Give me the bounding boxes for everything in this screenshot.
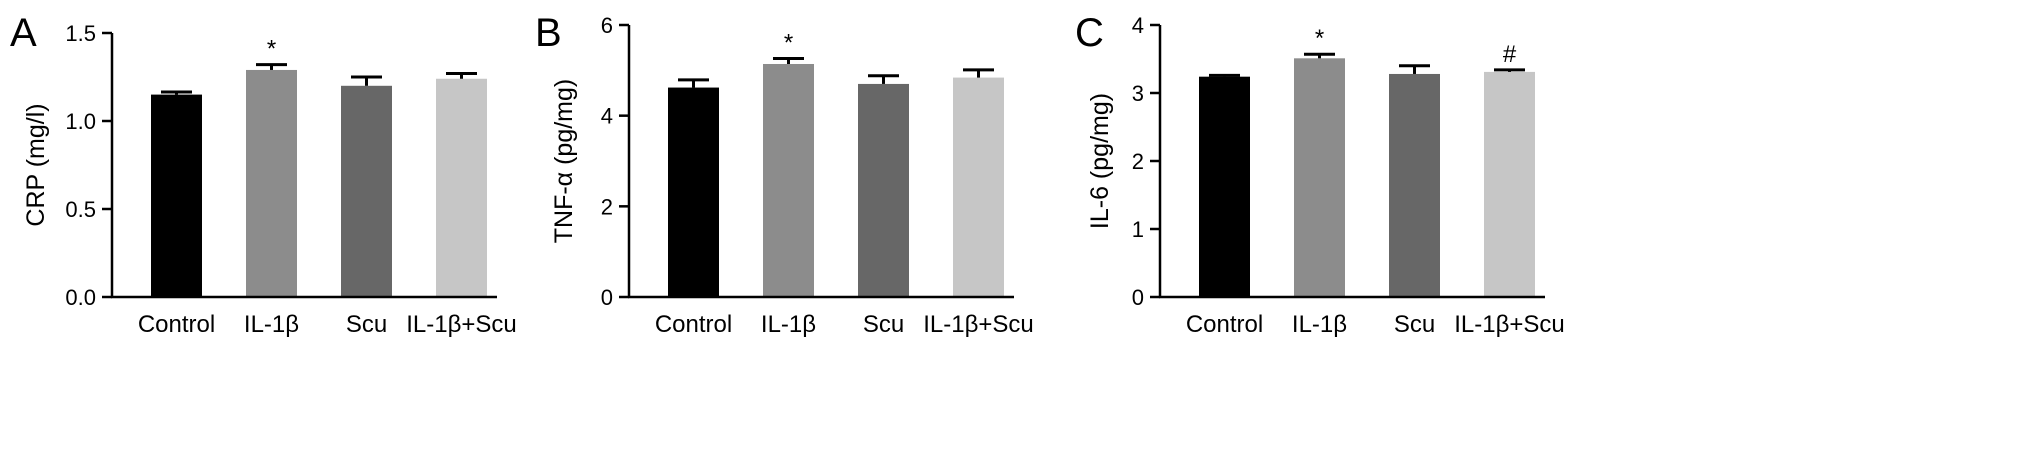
bar: [1484, 71, 1535, 297]
y-axis-title: TNF-α (pg/mg): [550, 79, 578, 243]
bar: [341, 85, 392, 297]
bar: [763, 63, 814, 298]
bar: [668, 87, 719, 297]
x-tick-label: IL-1β+Scu: [1454, 311, 1565, 338]
y-tick-label: 2: [601, 194, 613, 219]
y-tick-label: 1.0: [65, 109, 96, 134]
y-tick-label: 6: [601, 13, 613, 38]
x-tick-label: IL-1β+Scu: [406, 311, 517, 338]
y-tick-label: 3: [1132, 81, 1144, 106]
bar: [1294, 58, 1345, 297]
significance-marker: #: [1503, 41, 1517, 68]
bar: [858, 83, 909, 297]
y-tick-label: 4: [601, 104, 613, 129]
x-tick-label: Control: [655, 311, 732, 338]
x-tick-label: Scu: [346, 311, 387, 338]
y-axis-title: CRP (mg/l): [22, 103, 50, 226]
x-tick-label: Scu: [1394, 311, 1435, 338]
bar: [1389, 73, 1440, 298]
significance-marker: *: [784, 30, 793, 57]
bar: [1199, 76, 1250, 298]
x-tick-label: Control: [138, 311, 215, 338]
x-tick-label: IL-1β: [761, 311, 816, 338]
x-tick-label: Scu: [863, 311, 904, 338]
y-tick-label: 1.5: [65, 21, 96, 46]
bar: [436, 78, 487, 297]
panel-letter-b: B: [535, 11, 562, 55]
x-tick-label: IL-1β: [1292, 311, 1347, 338]
x-tick-label: IL-1β: [244, 311, 299, 338]
y-tick-label: 1: [1132, 217, 1144, 242]
y-axis-title: IL-6 (pg/mg): [1086, 93, 1114, 229]
y-tick-label: 2: [1132, 149, 1144, 174]
bar: [246, 69, 297, 298]
panel-letter-c: C: [1075, 11, 1104, 55]
bar: [953, 77, 1004, 297]
y-tick-label: 0.5: [65, 197, 96, 222]
x-tick-label: Control: [1186, 311, 1263, 338]
y-tick-label: 0: [601, 285, 613, 310]
panel-letter-a: A: [10, 11, 37, 55]
significance-marker: *: [267, 36, 276, 63]
y-tick-label: 4: [1132, 13, 1144, 38]
x-tick-label: IL-1β+Scu: [923, 311, 1034, 338]
bar: [151, 94, 202, 297]
y-tick-label: 0.0: [65, 285, 96, 310]
y-tick-label: 0: [1132, 285, 1144, 310]
significance-marker: *: [1315, 25, 1324, 52]
